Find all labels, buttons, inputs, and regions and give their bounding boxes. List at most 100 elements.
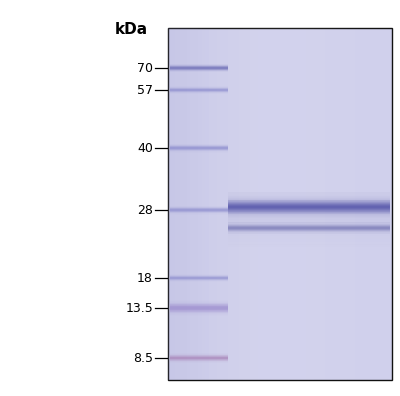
Bar [224,28,228,380]
Bar [187,28,190,380]
Bar [310,28,314,380]
Bar [239,28,243,380]
Bar [347,28,351,380]
Bar [170,315,228,316]
Bar [183,28,187,380]
Bar [168,28,172,380]
Bar [340,28,344,380]
Bar [228,214,390,217]
Bar [228,28,232,380]
Bar [228,239,390,242]
Bar [280,28,284,380]
Bar [228,213,390,215]
Bar [228,196,390,197]
Bar [228,225,390,228]
Bar [355,28,358,380]
Bar [355,28,358,380]
Bar [291,28,295,380]
Bar [228,226,390,227]
Bar [228,201,390,202]
Bar [228,228,390,231]
Bar [179,28,183,380]
Bar [228,209,390,211]
Bar [261,28,265,380]
Bar [170,360,228,361]
Bar [235,28,239,380]
Bar [232,28,235,380]
Text: 57: 57 [137,84,153,97]
Bar [258,28,261,380]
Bar [299,28,302,380]
Bar [168,28,392,380]
Bar [198,28,202,380]
Bar [176,28,179,380]
Bar [321,28,325,380]
Bar [370,28,373,380]
Bar [310,28,314,380]
Bar [284,28,288,380]
Bar [261,28,265,380]
Bar [306,28,310,380]
Bar [269,28,272,380]
Bar [228,207,390,208]
Bar [170,355,228,356]
Bar [228,233,390,236]
Bar [377,28,381,380]
Bar [228,231,390,232]
Bar [170,313,228,314]
Text: 40: 40 [137,141,153,154]
Bar [325,28,328,380]
Bar [362,28,366,380]
Bar [194,28,198,380]
Bar [170,309,228,310]
Bar [228,200,390,201]
Bar [235,28,239,380]
Bar [170,354,228,355]
Bar [291,28,295,380]
Bar [216,28,220,380]
Bar [295,28,299,380]
Bar [228,209,390,210]
Bar [306,28,310,380]
Bar [202,28,205,380]
Bar [228,232,390,233]
Bar [190,28,194,380]
Bar [228,205,390,206]
Bar [388,28,392,380]
Bar [314,28,317,380]
Bar [250,28,254,380]
Bar [228,204,390,205]
Text: 13.5: 13.5 [125,301,153,314]
Bar [347,28,351,380]
Bar [328,28,332,380]
Bar [388,28,392,380]
Bar [284,28,288,380]
Bar [228,233,390,234]
Bar [228,236,390,239]
Bar [280,28,284,380]
Bar [170,305,228,306]
Bar [276,28,280,380]
Text: 18: 18 [137,272,153,284]
Bar [228,206,390,207]
Bar [170,306,228,307]
Bar [228,212,390,213]
Bar [265,28,269,380]
Bar [179,28,183,380]
Bar [328,28,332,380]
Bar [170,357,228,358]
Bar [228,195,390,198]
Bar [366,28,370,380]
Bar [170,310,228,311]
Bar [232,28,235,380]
Bar [213,28,216,380]
Bar [272,28,276,380]
Bar [276,28,280,380]
Text: 70: 70 [137,61,153,74]
Bar [205,28,209,380]
Bar [358,28,362,380]
Bar [209,28,213,380]
Bar [299,28,302,380]
Bar [358,28,362,380]
Bar [170,356,228,357]
